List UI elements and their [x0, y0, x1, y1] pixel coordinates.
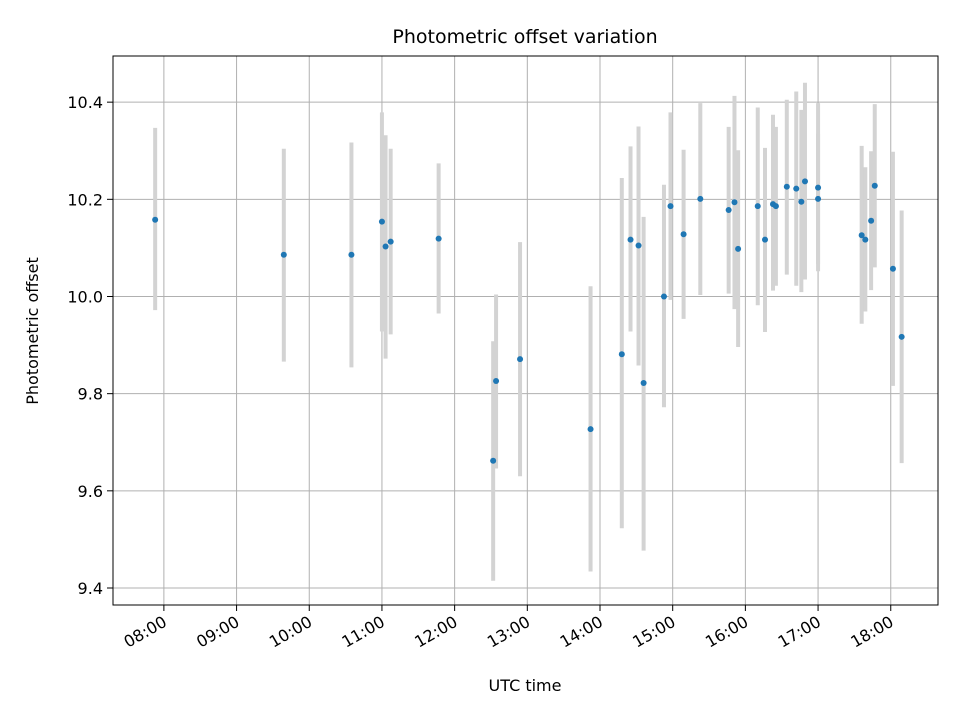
gridlines — [113, 56, 938, 605]
data-point — [798, 198, 805, 205]
plot-area-frame — [112, 55, 939, 606]
y-axis-title: Photometric offset — [23, 257, 42, 405]
data-point — [868, 217, 875, 224]
data-point — [725, 207, 732, 214]
y-tick-label: 10.0 — [67, 287, 103, 306]
data-point — [667, 203, 674, 210]
data-point — [801, 178, 808, 185]
data-point — [517, 356, 524, 363]
data-point — [152, 216, 159, 223]
data-point — [815, 184, 822, 191]
chart-title: Photometric offset variation — [392, 26, 657, 48]
data-point — [378, 218, 385, 225]
y-tick-label: 10.4 — [67, 93, 103, 112]
data-point — [772, 203, 779, 210]
data-point — [660, 293, 667, 300]
data-point — [731, 199, 738, 206]
data-point — [783, 183, 790, 190]
data-points — [152, 178, 905, 464]
x-axis-title: UTC time — [489, 676, 562, 695]
data-point — [490, 457, 497, 464]
data-point — [754, 203, 761, 210]
data-point — [735, 245, 742, 252]
data-point — [280, 251, 287, 258]
data-point — [889, 265, 896, 272]
y-axis-ticks: 9.4 9.6 9.8 10.0 10.2 10.4 — [67, 93, 113, 598]
y-tick-label: 9.8 — [78, 385, 103, 404]
y-tick-label: 9.4 — [78, 579, 103, 598]
data-point — [493, 378, 500, 385]
data-point — [640, 379, 647, 386]
data-point — [382, 243, 389, 250]
y-tick-label: 9.6 — [78, 482, 103, 501]
data-point — [815, 195, 822, 202]
data-point — [627, 236, 634, 243]
data-point — [858, 232, 865, 239]
data-point — [898, 333, 905, 340]
y-tick-label: 10.2 — [67, 190, 103, 209]
data-point — [697, 195, 704, 202]
data-point — [680, 231, 687, 238]
data-point — [871, 182, 878, 189]
data-point — [387, 238, 394, 245]
data-point — [793, 185, 800, 192]
data-point — [618, 351, 625, 358]
data-point — [635, 242, 642, 249]
data-point — [762, 236, 769, 243]
data-point — [348, 251, 355, 258]
data-point — [862, 236, 869, 243]
data-point — [435, 235, 442, 242]
data-point — [587, 426, 594, 433]
